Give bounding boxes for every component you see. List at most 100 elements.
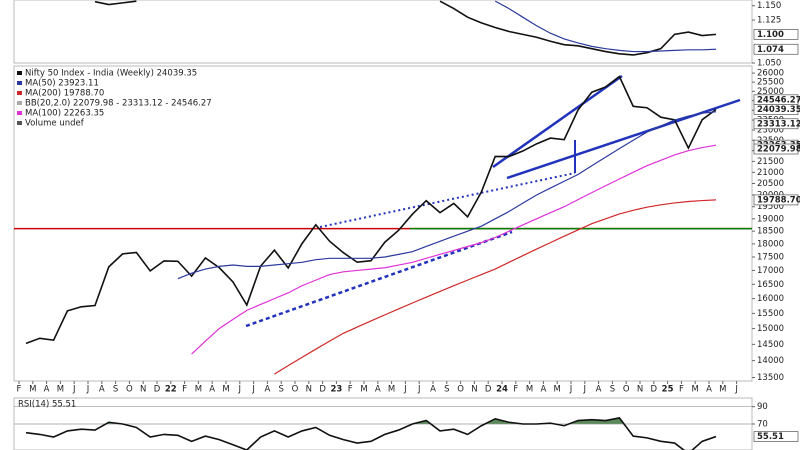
x-tick-label: F [17,385,22,395]
x-tick-label: A [540,385,546,395]
trendline [492,74,623,169]
y-tick-label: 14000 [757,356,784,366]
series-line [25,417,717,450]
price-label: 22079.98 [757,145,800,155]
price-label: 55.51 [757,432,784,442]
legend-label: Volume undef [25,119,85,129]
x-tick-label: D [154,385,161,395]
legend-label: MA(50) 23923.11 [25,79,99,89]
legend-swatch [17,81,22,85]
x-tick-label: S [610,385,615,395]
x-tick-label: A [44,385,50,395]
x-tick-label: 24 [496,385,508,395]
price-label: 1.074 [757,45,784,55]
x-tick-label: M [29,385,36,395]
x-tick-label: F [679,385,684,395]
x-tick-label: S [113,385,118,395]
x-tick-label: A [596,385,602,395]
x-tick-label: D [319,385,326,395]
y-tick-label: 90 [757,402,768,412]
series-line [191,144,717,355]
x-tick-label: N [140,385,146,395]
y-tick-label: 23000 [757,126,784,136]
x-tick-label: J [238,385,242,395]
y-tick-label: 14500 [757,340,784,350]
legend-label: Nifty 50 Index - India (Weekly) 24039.35 [25,69,197,79]
x-tick-label: N [306,385,312,395]
panel-title: RSI(14) 55.51 [18,400,76,410]
x-tick-label: A [264,385,270,395]
series-line [94,0,137,6]
y-tick-label: 16000 [757,294,784,304]
y-tick-label: 1.125 [757,16,781,26]
y-tick-label: 21000 [757,168,784,178]
x-tick-label: O [457,385,464,395]
price-label-box [753,104,799,115]
y-tick-label: 1.150 [757,1,781,11]
x-tick-label: D [651,385,658,395]
x-tick-label: J [72,385,76,395]
price-label-box [753,43,799,55]
trendline [319,172,576,228]
price-label: 24546.27 [757,95,800,105]
x-tick-label: J [417,385,421,395]
x-tick-label: O [292,385,299,395]
x-tick-label: O [126,385,133,395]
x-tick-label: O [623,385,630,395]
y-tick-label: 17500 [757,252,784,262]
y-tick-label: 1.050 [757,59,781,69]
x-tick-label: F [348,385,353,395]
x-tick-label: J [569,385,573,395]
x-tick-label: A [375,385,381,395]
legend-label: BB(20,2.0) 22079.98 - 23313.12 - 24546.2… [25,99,212,109]
series-line [25,75,717,345]
y-tick-label: 15500 [757,309,784,319]
x-tick-label: A [430,385,436,395]
x-tick-label: D [485,385,492,395]
y-tick-label: 15000 [757,324,784,334]
x-tick-label: S [278,385,283,395]
y-tick-label: 18500 [757,227,784,237]
legend-label: MA(100) 22263.35 [25,109,104,119]
x-tick-label: 22 [165,385,177,395]
x-tick-label: 25 [662,385,674,395]
y-tick-label: 16500 [757,280,784,290]
series-line [274,199,717,375]
x-tick-label: M [388,385,395,395]
legend-label: MA(200) 19788.70 [25,89,104,99]
y-tick-label: 21500 [757,157,784,167]
x-tick-label: J [86,385,90,395]
x-tick-label: J [583,385,587,395]
y-tick-label: 26000 [757,69,784,79]
price-label-box [753,143,799,155]
y-tick-label: 13500 [757,373,784,383]
x-tick-label: F [182,385,187,395]
legend-swatch [17,111,22,115]
y-tick-label: 20500 [757,179,784,189]
price-label: 23313.12 [757,119,800,129]
y-tick-label: 18000 [757,239,784,249]
x-tick-label: S [444,385,449,395]
price-panel [13,65,753,382]
y-tick-label: 25500 [757,78,784,88]
price-label-box [753,29,799,40]
x-tick-label: N [637,385,643,395]
x-tick-label: F [513,385,518,395]
price-label-box [753,118,799,130]
legend-swatch [17,91,22,95]
series-line [439,0,717,56]
x-tick-label: J [734,385,738,395]
y-tick-label: 25000 [757,87,784,97]
x-tick-label: A [99,385,105,395]
y-tick-label: 19500 [757,202,784,212]
series-line [494,0,717,53]
legend-swatch [17,121,22,125]
price-label-box [753,194,799,206]
x-tick-label: A [209,385,215,395]
price-label-box [753,431,799,442]
x-tick-label: M [554,385,561,395]
x-tick-label: J [251,385,255,395]
y-tick-label: 19000 [757,214,784,224]
